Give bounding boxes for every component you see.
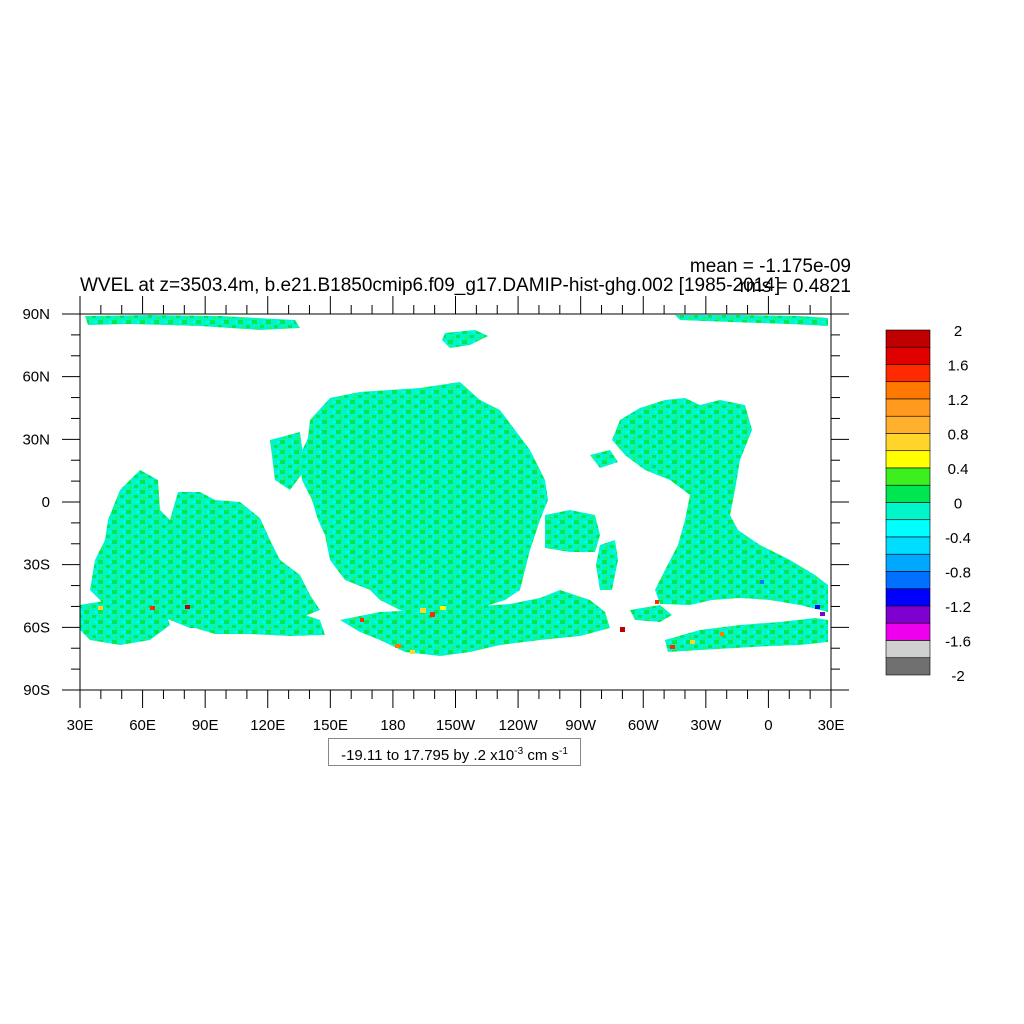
lon-tick-label: 180 (380, 717, 405, 734)
lat-tick-label: 30N (22, 431, 50, 448)
colorbar-swatch (885, 553, 931, 572)
colorbar-swatch (885, 502, 931, 521)
ocean-south-atlantic-strip (630, 605, 672, 622)
colorbar-label: -1.6 (945, 634, 971, 651)
colorbar-swatch (885, 381, 931, 400)
colorbar-swatch (885, 364, 931, 383)
lon-tick-label: 150W (436, 717, 476, 734)
colorbar-swatch (885, 433, 931, 452)
colorbar-swatch (885, 640, 931, 659)
longitude-axis: 30E 60E 90E 120E 150E 180 150W 120W 90W 60W 30W 0 30… (67, 296, 845, 734)
colorbar-swatch (885, 571, 931, 590)
colorbar-swatch (885, 467, 931, 486)
colorbar-label: -2 (951, 668, 964, 685)
ocean-chile-basin (596, 540, 618, 590)
colorbar-swatch (885, 588, 931, 607)
contour-info-box: -19.11 to 17.795 by .2 x10-3 cm s-1 (328, 738, 581, 766)
colorbar-swatch (885, 450, 931, 469)
lon-tick-label: 0 (764, 717, 772, 734)
colorbar-swatch (885, 484, 931, 503)
ocean-southern-indian (80, 600, 170, 645)
map-title: WVEL at z=3503.4m, b.e21.B1850cmip6.f09_… (80, 275, 780, 296)
colorbar-swatch (885, 519, 931, 538)
lat-tick-label: 90S (23, 682, 50, 699)
ocean-arctic-patch (442, 330, 488, 348)
rms-stat: rms = 0.4821 (740, 276, 851, 297)
ocean-gulf-mexico (590, 450, 618, 468)
lat-tick-label: 60S (23, 619, 50, 636)
colorbar-label: 0.4 (948, 461, 969, 478)
lon-tick-label: 60E (129, 717, 156, 734)
lat-tick-label: 0 (42, 494, 50, 511)
fringe-cells (98, 580, 825, 654)
ocean-southern-australia (180, 600, 325, 636)
colorbar-label: 2 (954, 323, 962, 340)
colorbar-swatch (885, 398, 931, 417)
colorbar-label: 1.6 (948, 358, 969, 375)
colorbar-label: -1.2 (945, 599, 971, 616)
lon-tick-label: 60W (628, 717, 660, 734)
colorbar-label: 0 (954, 496, 962, 513)
lon-tick-label: 120E (250, 717, 285, 734)
ocean-atlantic (612, 398, 828, 612)
lat-tick-label: 90N (22, 306, 50, 323)
lon-tick-label: 150E (313, 717, 348, 734)
ocean-south-pacific-east (545, 510, 600, 552)
ocean-indian (90, 470, 320, 628)
colorbar-swatch (885, 415, 931, 434)
lon-tick-label: 30E (818, 717, 845, 734)
ocean-weddell (665, 618, 828, 652)
colorbar-swatch (885, 329, 931, 348)
colorbar-swatch (885, 346, 931, 365)
ocean-north-pacific-west (270, 432, 305, 490)
colorbar-label: 0.8 (948, 427, 969, 444)
colorbar-label: -0.8 (945, 565, 971, 582)
colorbar-swatch (885, 657, 931, 676)
colorbar-swatch (885, 536, 931, 555)
colorbar-swatch (885, 605, 931, 624)
contour-units-text: cm s (523, 747, 560, 764)
mean-stat: mean = -1.175e-09 (690, 256, 851, 277)
lat-tick-label: 30S (23, 557, 50, 574)
colorbar-label: 1.2 (948, 392, 969, 409)
colorbar-swatch (885, 622, 931, 641)
lat-tick-label: 60N (22, 369, 50, 386)
latitude-axis: 90N 60N 30N 0 30S 60S 90S (22, 306, 849, 699)
lon-tick-label: 90W (565, 717, 597, 734)
ocean-pacific (300, 382, 548, 618)
contour-range-text: -19.11 to 17.795 by .2 x10 (341, 747, 515, 764)
contour-range-exponent: -3 (514, 746, 524, 757)
colorbar: 2 1.6 1.2 0.8 0.4 0 -0.4 -0.8 -1.2 -1.6 -2 (885, 323, 971, 685)
ocean-arctic-west (85, 315, 300, 330)
colorbar-label: -0.4 (945, 530, 971, 547)
contour-units-exponent: -1 (559, 746, 568, 757)
lon-tick-label: 90E (192, 717, 219, 734)
ocean-southern-pacific (340, 590, 610, 656)
lon-tick-label: 30E (67, 717, 94, 734)
lon-tick-label: 30W (690, 717, 722, 734)
lon-tick-label: 120W (498, 717, 538, 734)
map-field (80, 314, 831, 690)
ocean-arctic-east (675, 315, 828, 326)
